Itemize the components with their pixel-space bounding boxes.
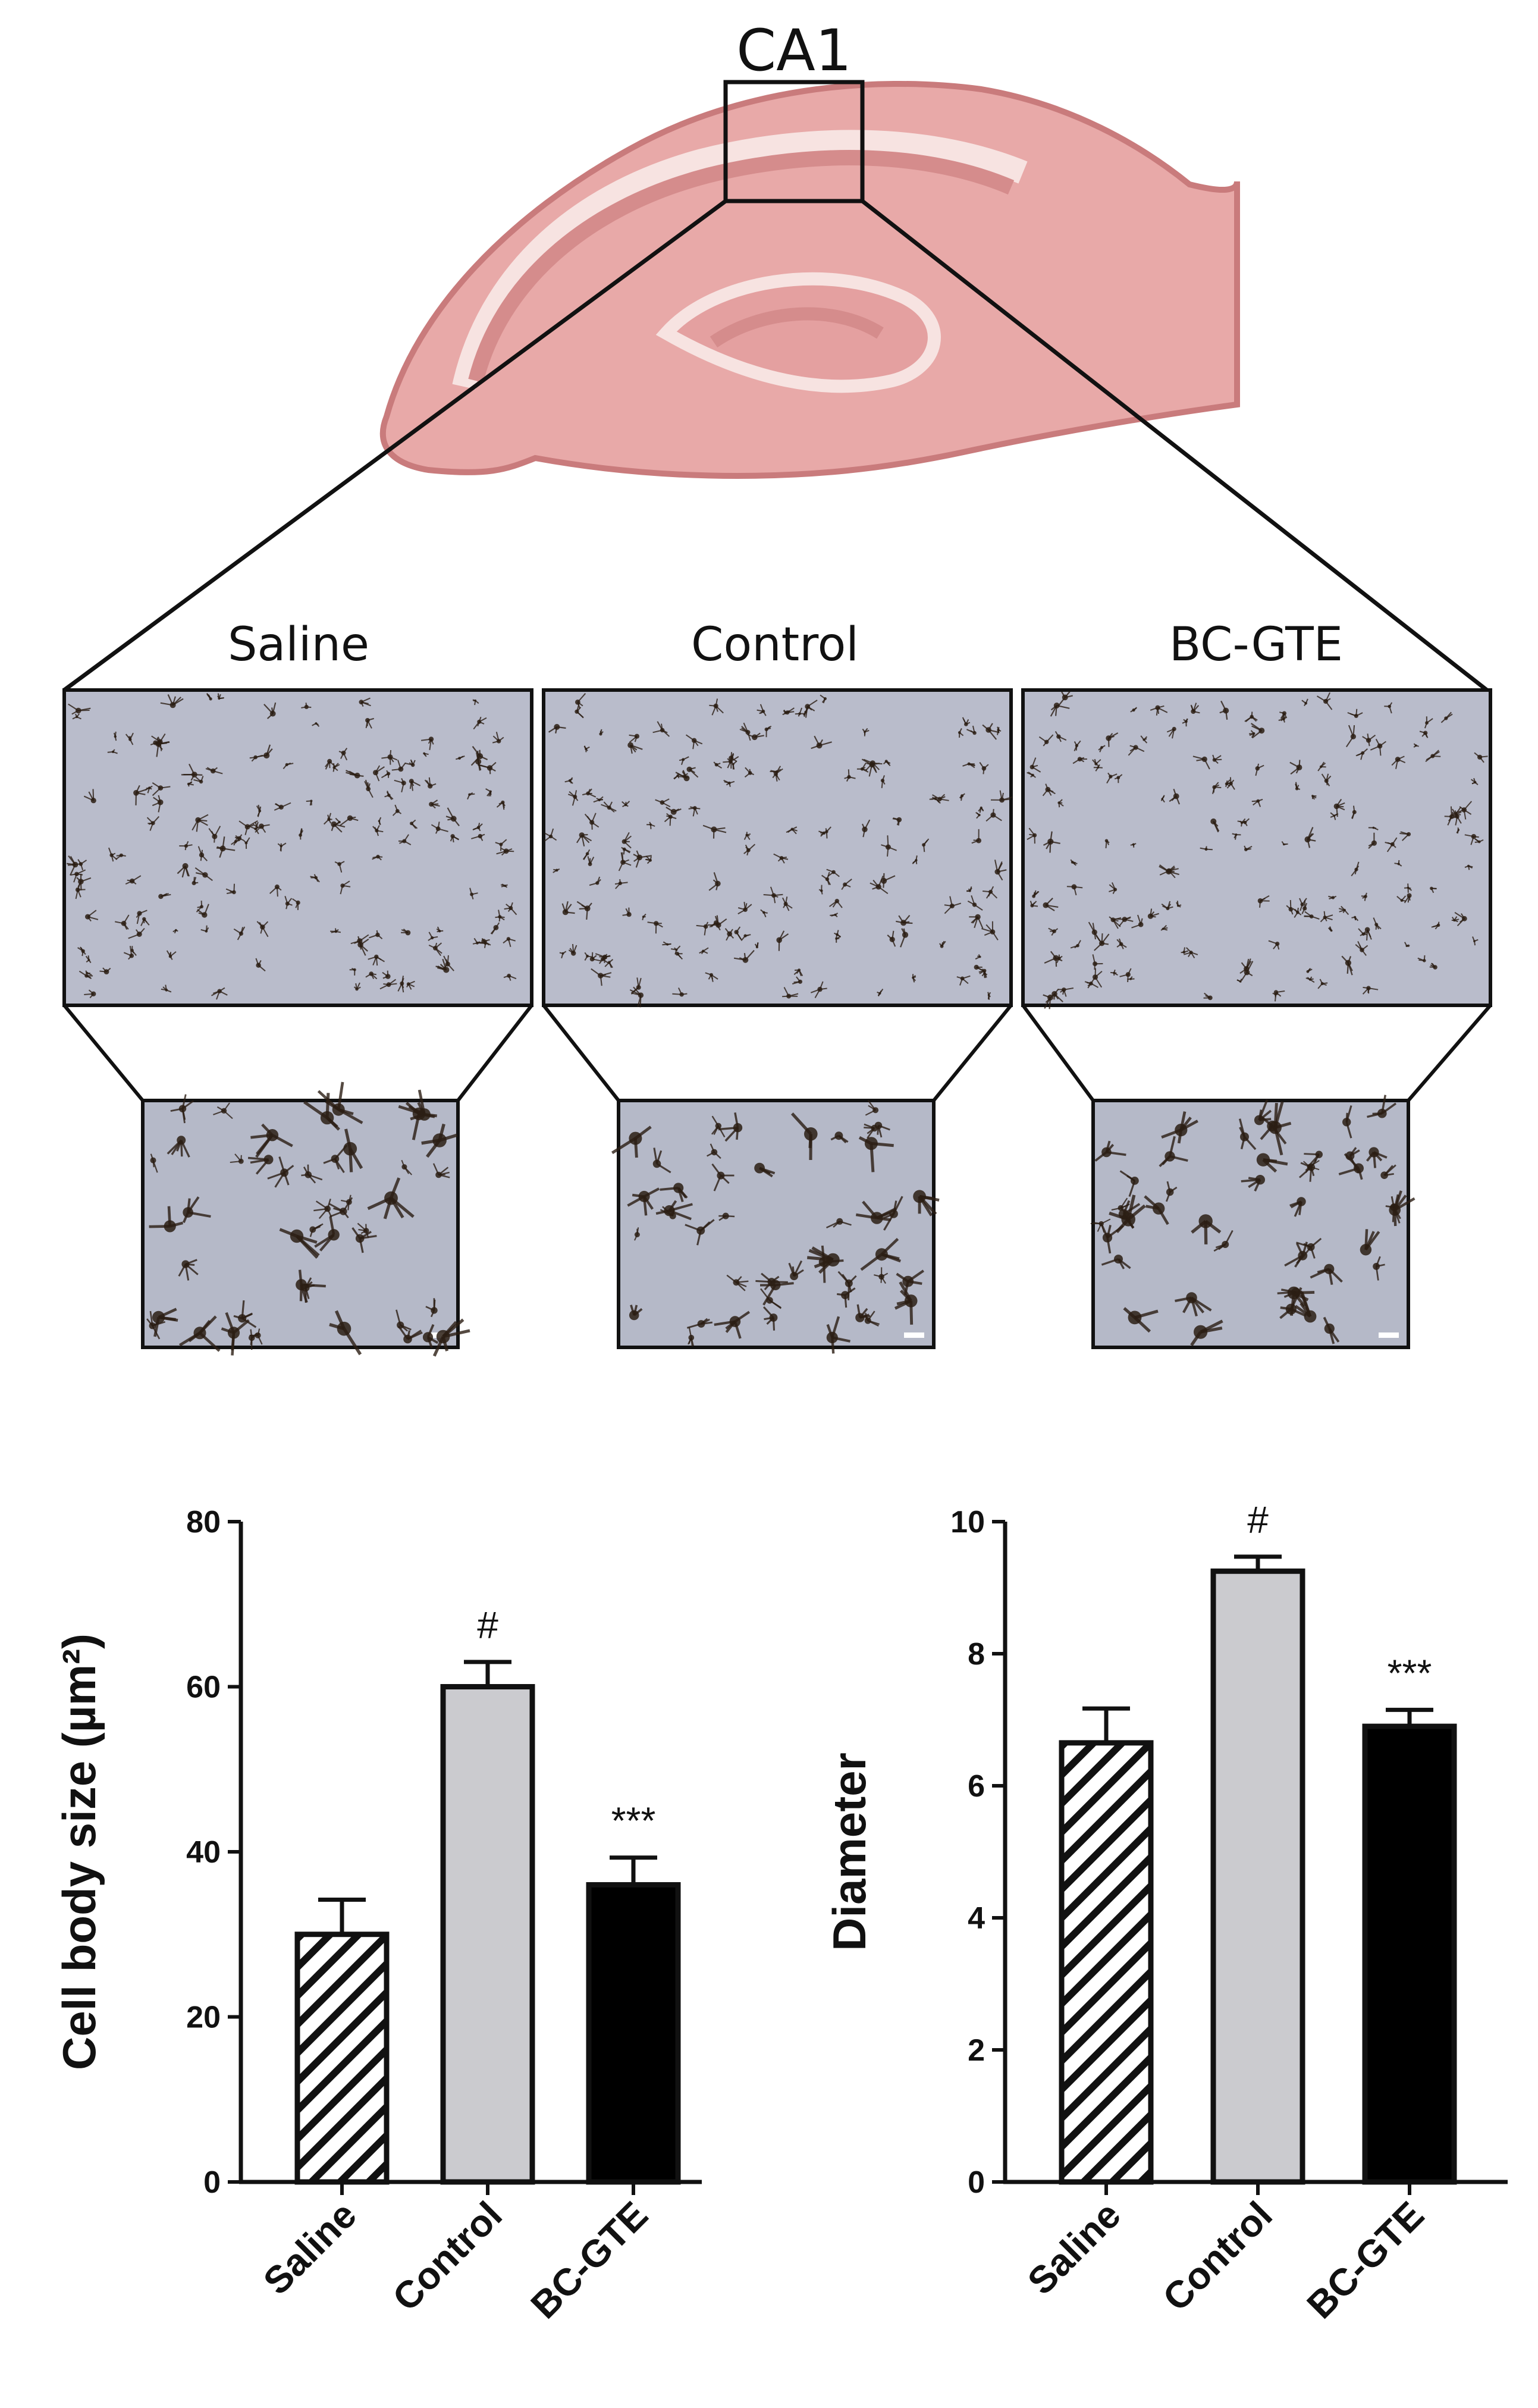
y-tick-label: 4 bbox=[968, 1901, 985, 1936]
panel-title-control: Control bbox=[691, 618, 859, 672]
x-tick-label: BC-GTE bbox=[1299, 2193, 1432, 2327]
y-tick-label: 0 bbox=[203, 2165, 221, 2200]
y-tick-label: 80 bbox=[186, 1505, 221, 1540]
zoom-trapezoid-saline bbox=[62, 1004, 533, 1102]
x-tick-label: BC-GTE bbox=[523, 2193, 656, 2327]
zoom-trapezoid-bcgte bbox=[1021, 1004, 1492, 1102]
stained-cells bbox=[611, 1100, 940, 1354]
inset-bcgte bbox=[1091, 1099, 1410, 1349]
region-label: CA1 bbox=[736, 17, 852, 84]
ca1-box bbox=[723, 80, 865, 203]
panel-title-bcgte: BC-GTE bbox=[1169, 618, 1343, 672]
stained-cells bbox=[1027, 691, 1488, 1009]
chart-cell-body-size: 0 20 40 60 80 Saline Control # BC-GTE *** Cell bod… bbox=[53, 1505, 702, 2327]
inset-saline bbox=[141, 1099, 460, 1349]
bar-control bbox=[440, 1684, 535, 2185]
y-tick-label: 60 bbox=[186, 1670, 221, 1705]
panel-title-saline: Saline bbox=[228, 618, 369, 672]
bar-bc-gte bbox=[1362, 1723, 1457, 2185]
y-tick-label: 6 bbox=[968, 1769, 985, 1804]
bar-saline bbox=[1059, 1740, 1154, 2185]
significance-marker: # bbox=[477, 1604, 498, 1647]
stained-cells bbox=[1090, 1095, 1415, 1346]
y-tick-label: 2 bbox=[968, 2033, 985, 2068]
pyramidal-band bbox=[468, 150, 1015, 383]
pyramidal-layer bbox=[452, 130, 1028, 390]
micrograph-saline bbox=[62, 688, 533, 1007]
stained-cells bbox=[544, 693, 1013, 1008]
chart-diameter: 0 2 4 6 8 10 Saline Control # BC-GTE *** Diameter bbox=[823, 1498, 1508, 2327]
micrographs bbox=[62, 688, 1492, 1357]
y-axis-title: Diameter bbox=[823, 1752, 875, 1951]
stained-cells bbox=[66, 692, 517, 1000]
x-tick-label: Control bbox=[1154, 2193, 1280, 2319]
bar-bc-gte bbox=[586, 1882, 681, 2185]
significance-marker: *** bbox=[1388, 1651, 1432, 1694]
x-tick-label: Saline bbox=[1019, 2193, 1129, 2303]
y-axis-title: Cell body size (µm²) bbox=[53, 1633, 105, 2070]
y-tick-label: 10 bbox=[950, 1505, 985, 1540]
x-tick-label: Saline bbox=[255, 2193, 365, 2303]
dentate-inner bbox=[710, 307, 884, 348]
micrograph-bcgte bbox=[1021, 688, 1492, 1007]
scale-bar-control bbox=[904, 1332, 924, 1338]
hippocampus-illustration: CA1 bbox=[379, 17, 1240, 479]
y-tick-label: 40 bbox=[186, 1835, 221, 1870]
stained-cells bbox=[146, 1081, 470, 1357]
zoom-trapezoid-control bbox=[542, 1004, 1013, 1102]
y-tick-label: 20 bbox=[186, 2001, 221, 2035]
y-tick-label: 8 bbox=[968, 1637, 985, 1672]
significance-marker: # bbox=[1247, 1498, 1269, 1541]
scale-bar-bcgte bbox=[1379, 1332, 1399, 1338]
zoom-lines bbox=[62, 199, 1489, 692]
dentate-gyrus bbox=[655, 272, 941, 393]
significance-marker: *** bbox=[611, 1799, 656, 1842]
micrograph-control bbox=[542, 688, 1013, 1007]
y-tick-label: 0 bbox=[968, 2165, 985, 2200]
x-tick-label: Control bbox=[384, 2193, 510, 2319]
bar-control bbox=[1210, 1568, 1305, 2185]
bar-saline bbox=[294, 1932, 390, 2185]
inset-control bbox=[617, 1099, 936, 1349]
